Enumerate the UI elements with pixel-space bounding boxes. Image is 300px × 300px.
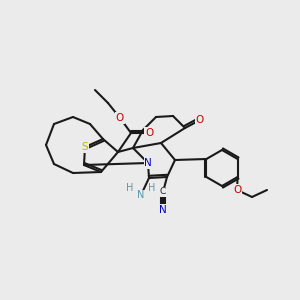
Text: N: N: [159, 205, 167, 215]
Text: C: C: [160, 188, 166, 196]
Text: S: S: [82, 142, 88, 152]
Text: N: N: [137, 190, 145, 200]
Text: O: O: [196, 115, 204, 125]
Text: O: O: [233, 185, 241, 195]
Text: O: O: [116, 113, 124, 123]
Text: N: N: [144, 158, 152, 168]
Text: H: H: [148, 183, 156, 193]
Text: O: O: [145, 128, 153, 138]
Text: H: H: [126, 183, 134, 193]
